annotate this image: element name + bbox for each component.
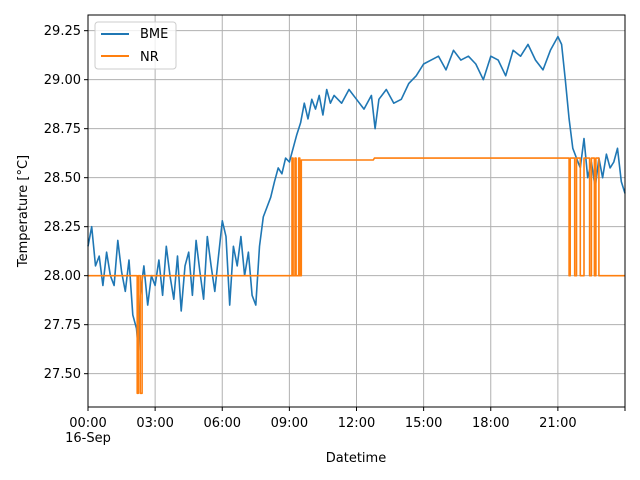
y-axis-ticks: 27.50 27.75 28.00 28.25 28.50 28.75 29.00 29.25 bbox=[44, 24, 88, 382]
x-axis-ticks: 00:00 03:00 06:00 09:00 12:00 15:00 18:00 21:00 bbox=[69, 407, 626, 431]
x-tick-label: 21:00 bbox=[539, 416, 576, 431]
legend-label-nr: NR bbox=[140, 50, 159, 65]
y-tick-label: 27.75 bbox=[44, 318, 81, 333]
y-axis-label: Temperature [°C] bbox=[16, 155, 31, 268]
x-tick-label: 15:00 bbox=[405, 416, 442, 431]
x-tick-label: 03:00 bbox=[136, 416, 173, 431]
y-tick-label: 28.25 bbox=[44, 220, 81, 235]
plot-area bbox=[87, 35, 626, 395]
series-line-bme bbox=[87, 35, 626, 352]
y-tick-label: 28.75 bbox=[44, 122, 81, 137]
legend: BME NR bbox=[94, 21, 177, 70]
x-tick-label: 18:00 bbox=[472, 416, 509, 431]
x-tick-label: 00:00 bbox=[69, 416, 106, 431]
series-line-nr bbox=[88, 157, 625, 395]
x-axis-date-label: 16-Sep bbox=[65, 431, 111, 446]
x-axis-label: Datetime bbox=[326, 451, 386, 466]
y-tick-label: 27.50 bbox=[44, 367, 81, 382]
x-tick-label: 09:00 bbox=[271, 416, 308, 431]
y-tick-label: 28.50 bbox=[44, 171, 81, 186]
x-tick-label: 06:00 bbox=[204, 416, 241, 431]
y-tick-label: 29.25 bbox=[44, 24, 81, 39]
legend-label-bme: BME bbox=[140, 27, 168, 42]
y-tick-label: 29.00 bbox=[44, 73, 81, 88]
y-tick-label: 28.00 bbox=[44, 269, 81, 284]
x-tick-label: 12:00 bbox=[338, 416, 375, 431]
